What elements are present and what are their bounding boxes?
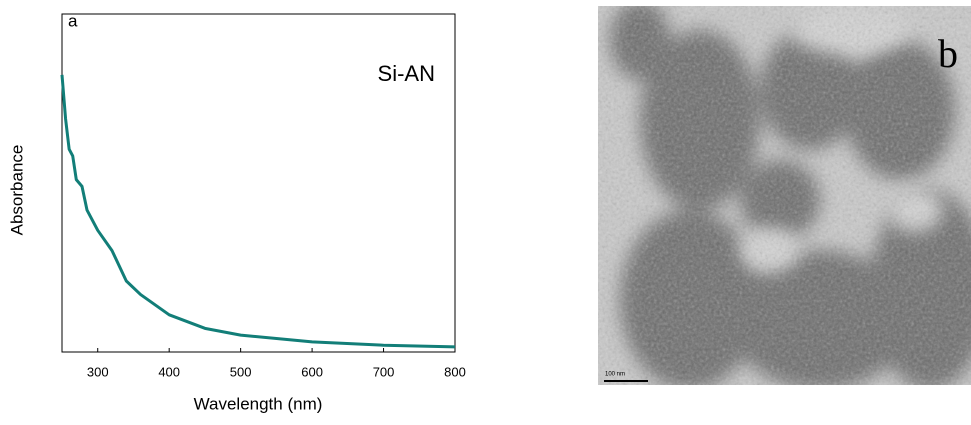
scale-bar-label: 100 nm bbox=[605, 372, 625, 378]
x-tick-label: 300 bbox=[87, 364, 109, 379]
x-tick-label: 400 bbox=[158, 364, 180, 379]
x-axis-label: Wavelength (nm) bbox=[194, 394, 323, 413]
plot-frame bbox=[61, 13, 456, 353]
panel-label: a bbox=[68, 11, 78, 30]
x-tick-label: 500 bbox=[230, 364, 252, 379]
x-tick-label: 600 bbox=[301, 364, 323, 379]
y-axis-label: Absorbance bbox=[7, 145, 26, 236]
data-line bbox=[60, 74, 456, 349]
annotation: Si-AN bbox=[378, 61, 435, 86]
x-tick-label: 700 bbox=[373, 364, 395, 379]
tem-image bbox=[598, 6, 971, 385]
x-tick-label: 800 bbox=[444, 364, 466, 379]
panel-label: b bbox=[938, 31, 958, 76]
